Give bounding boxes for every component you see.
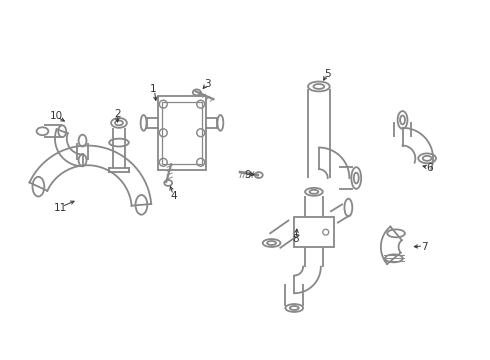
Text: 10: 10 xyxy=(49,111,63,121)
Text: 6: 6 xyxy=(426,163,433,173)
Text: 11: 11 xyxy=(54,203,68,212)
Text: 1: 1 xyxy=(150,84,157,94)
Text: 5: 5 xyxy=(324,69,331,79)
Text: 8: 8 xyxy=(292,234,298,244)
Text: 2: 2 xyxy=(115,109,122,119)
Text: 7: 7 xyxy=(421,242,427,252)
Text: 3: 3 xyxy=(204,78,211,89)
Text: 9: 9 xyxy=(245,170,251,180)
Bar xyxy=(158,96,206,170)
Text: 4: 4 xyxy=(171,191,177,201)
Bar xyxy=(162,102,202,164)
Bar xyxy=(294,217,334,247)
